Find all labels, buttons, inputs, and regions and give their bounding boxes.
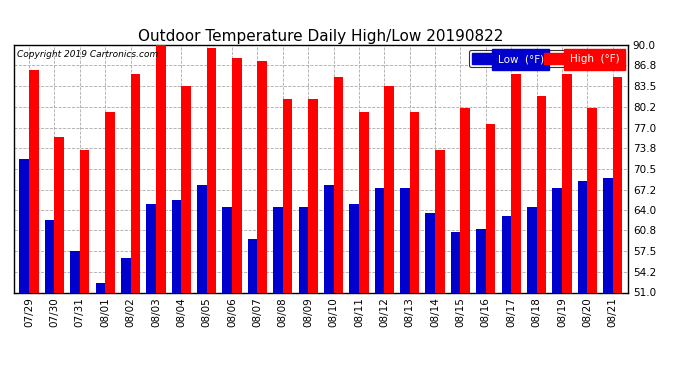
- Bar: [603, 178, 613, 375]
- Bar: [476, 229, 486, 375]
- Bar: [80, 150, 90, 375]
- Bar: [299, 207, 308, 375]
- Bar: [460, 108, 470, 375]
- Bar: [273, 207, 283, 375]
- Bar: [121, 258, 130, 375]
- Title: Outdoor Temperature Daily High/Low 20190822: Outdoor Temperature Daily High/Low 20190…: [138, 29, 504, 44]
- Bar: [207, 48, 216, 375]
- Bar: [156, 39, 166, 375]
- Bar: [55, 137, 64, 375]
- Bar: [172, 201, 181, 375]
- Bar: [324, 184, 333, 375]
- Bar: [70, 251, 80, 375]
- Bar: [19, 159, 29, 375]
- Bar: [562, 74, 571, 375]
- Bar: [232, 58, 241, 375]
- Bar: [197, 184, 207, 375]
- Bar: [375, 188, 384, 375]
- Bar: [426, 213, 435, 375]
- Bar: [308, 99, 318, 375]
- Bar: [435, 150, 444, 375]
- Bar: [105, 112, 115, 375]
- Bar: [146, 204, 156, 375]
- Bar: [283, 99, 293, 375]
- Bar: [130, 74, 140, 375]
- Bar: [95, 283, 105, 375]
- Bar: [222, 207, 232, 375]
- Bar: [552, 188, 562, 375]
- Bar: [537, 96, 546, 375]
- Bar: [248, 238, 257, 375]
- Bar: [410, 112, 420, 375]
- Bar: [349, 204, 359, 375]
- Bar: [181, 86, 191, 375]
- Text: Copyright 2019 Cartronics.com: Copyright 2019 Cartronics.com: [17, 50, 158, 59]
- Bar: [359, 112, 368, 375]
- Bar: [29, 70, 39, 375]
- Bar: [400, 188, 410, 375]
- Legend: Low  (°F), High  (°F): Low (°F), High (°F): [469, 50, 622, 68]
- Bar: [451, 232, 460, 375]
- Bar: [511, 74, 521, 375]
- Bar: [578, 182, 587, 375]
- Bar: [486, 124, 495, 375]
- Bar: [384, 86, 394, 375]
- Bar: [587, 108, 597, 375]
- Bar: [257, 61, 267, 375]
- Bar: [527, 207, 537, 375]
- Bar: [502, 216, 511, 375]
- Bar: [613, 77, 622, 375]
- Bar: [45, 219, 55, 375]
- Bar: [333, 77, 343, 375]
